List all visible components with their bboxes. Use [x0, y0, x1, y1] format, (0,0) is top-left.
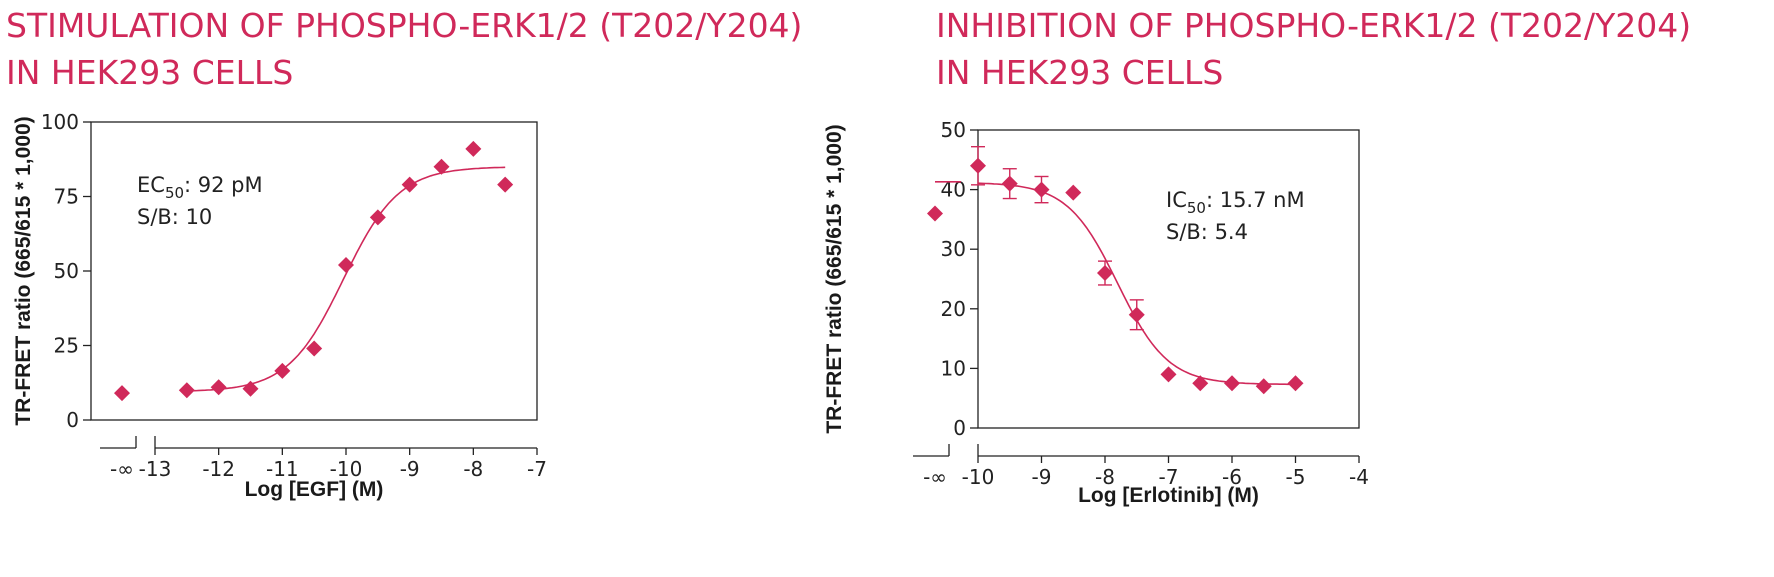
data-point: [338, 257, 354, 274]
data-point: [210, 379, 227, 396]
x-tick-label: -4: [1349, 465, 1369, 489]
x-tick-label: -8: [463, 457, 483, 481]
data-point: [970, 157, 986, 174]
chart-title-line-2: IN HEK293 CELLS: [936, 53, 1224, 92]
data-point: [401, 176, 418, 193]
data-point: [1192, 375, 1209, 392]
data-point: [274, 362, 291, 379]
inhibition-panel: INHIBITION OF PHOSPHO-ERK1/2 (T202/Y204)…: [823, 0, 1774, 577]
data-point: [1033, 181, 1050, 198]
y-tick-label: 0: [953, 416, 966, 440]
x-tick-label: -8: [1095, 465, 1115, 489]
annotation-value: : 92 pM: [184, 173, 263, 197]
data-point: [1065, 184, 1082, 201]
data-point: [178, 382, 195, 399]
data-point: [1097, 265, 1113, 282]
data-point: [497, 176, 514, 193]
annotation-subscript: 50: [1187, 199, 1206, 217]
x-tick-label: -11: [266, 457, 299, 481]
plot-frame: [90, 121, 538, 421]
stimulation-chart: 0 25 50 75 100 -∞ -13 -12 -11 -10 -9 -8 -7 Log [EGF] …: [12, 110, 547, 501]
x-tick-label: -10: [962, 465, 995, 489]
x-tick-label: -13: [139, 457, 172, 481]
x-tick-label: -7: [1159, 465, 1179, 489]
annotation-potency: IC50: 15.7 nM: [1166, 188, 1305, 217]
x-tick-label: -10: [330, 457, 363, 481]
data-point: [433, 158, 450, 175]
fit-curve: [977, 182, 1296, 386]
annotation-potency: EC50: 92 pM: [137, 173, 263, 202]
x-axis-label: Log [EGF] (M): [245, 478, 384, 501]
y-tick-label: 0: [66, 408, 79, 432]
x-tick-label: -7: [527, 457, 547, 481]
chart-title-line-1: STIMULATION OF PHOSPHO-ERK1/2 (T202/Y204…: [6, 6, 803, 45]
fit-curve: [186, 166, 506, 392]
y-tick-label: 75: [54, 185, 79, 209]
y-axis-label: TR-FRET ratio (665/615 * 1,000): [12, 116, 35, 425]
data-point: [465, 140, 482, 157]
annotation-signal-background: S/B: 10: [137, 205, 212, 229]
x-tick-label: -5: [1286, 465, 1306, 489]
x-tick-label: -9: [400, 457, 420, 481]
y-tick-label: 25: [54, 334, 79, 358]
annotation-value: : 15.7 nM: [1206, 188, 1305, 212]
x-tick-label-neg-inf: -∞: [110, 457, 134, 481]
x-tick-label: -9: [1032, 465, 1052, 489]
data-point: [306, 340, 323, 357]
data-point: [1128, 306, 1145, 323]
chart-title: INHIBITION OF PHOSPHO-ERK1/2 (T202/Y204)…: [936, 2, 1691, 96]
annotation-lead: EC: [137, 173, 165, 197]
data-point: [1001, 175, 1018, 192]
x-tick-label: -6: [1222, 465, 1242, 489]
y-tick-label: 50: [54, 259, 79, 283]
y-axis-label: TR-FRET ratio (665/615 * 1,000): [823, 124, 846, 433]
y-tick-label: 50: [941, 118, 966, 142]
data-point: [369, 209, 386, 226]
chart-title: STIMULATION OF PHOSPHO-ERK1/2 (T202/Y204…: [6, 2, 802, 96]
x-tick-label-neg-inf: -∞: [923, 465, 947, 489]
annotation-subscript: 50: [165, 184, 184, 202]
annotation-signal-background: S/B: 5.4: [1166, 220, 1248, 244]
chart-title-line-1: INHIBITION OF PHOSPHO-ERK1/2 (T202/Y204): [936, 6, 1692, 45]
x-tick-label: -12: [202, 457, 235, 481]
data-point: [1160, 366, 1177, 383]
data-point: [1287, 375, 1304, 392]
annotation-lead: IC: [1166, 188, 1187, 212]
neg-inf-point: [927, 205, 943, 222]
y-tick-label: 20: [941, 297, 966, 321]
stimulation-panel: STIMULATION OF PHOSPHO-ERK1/2 (T202/Y204…: [6, 2, 802, 501]
neg-inf-point: [114, 385, 130, 402]
y-tick-label: 10: [941, 356, 966, 380]
y-tick-label: 100: [41, 110, 79, 134]
plot-frame: [977, 129, 1360, 429]
y-tick-label: 30: [941, 237, 966, 261]
data-point: [1255, 378, 1272, 395]
chart-title-line-2: IN HEK293 CELLS: [6, 53, 294, 92]
data-point: [242, 380, 259, 397]
x-axis-label: Log [Erlotinib] (M): [1078, 484, 1259, 507]
data-point: [1224, 375, 1240, 392]
